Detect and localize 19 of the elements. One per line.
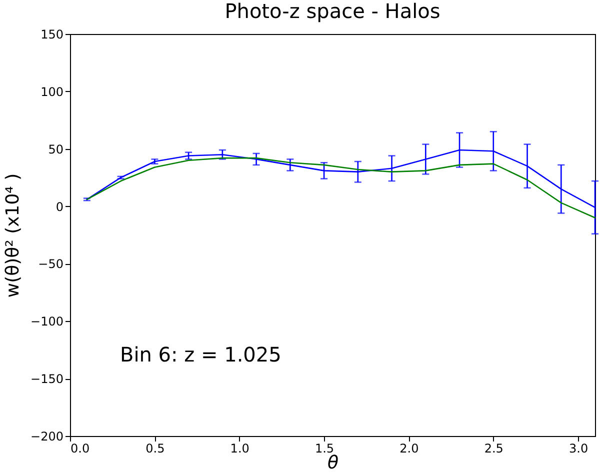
y-axis-title: w(θ)θ² (x10⁴ )	[2, 173, 24, 298]
x-tick-label: 2.0	[400, 442, 419, 456]
x-tick-label: 1.5	[314, 442, 334, 456]
chart-title: Photo-z space - Halos	[224, 0, 440, 23]
y-tick-label: −200	[30, 430, 64, 444]
y-tick-label: −100	[30, 314, 64, 329]
y-tick-label: 0	[56, 200, 64, 214]
x-tick-label: 2.5	[484, 442, 504, 456]
y-tick-label: 150	[40, 28, 64, 42]
y-tick-label: 100	[40, 84, 64, 99]
y-tick-label: −50	[38, 257, 64, 272]
x-tick-label: 1.0	[230, 442, 250, 456]
x-tick-label: 0.5	[146, 442, 165, 456]
y-tick-label: −150	[30, 372, 64, 386]
x-tick-label: 0.0	[70, 442, 90, 456]
annotation: Bin 6: z = 1.025	[120, 342, 282, 367]
y-tick-label: 50	[48, 142, 64, 156]
x-tick-label: 3.0	[569, 442, 588, 456]
x-axis-title: θ	[327, 452, 339, 474]
